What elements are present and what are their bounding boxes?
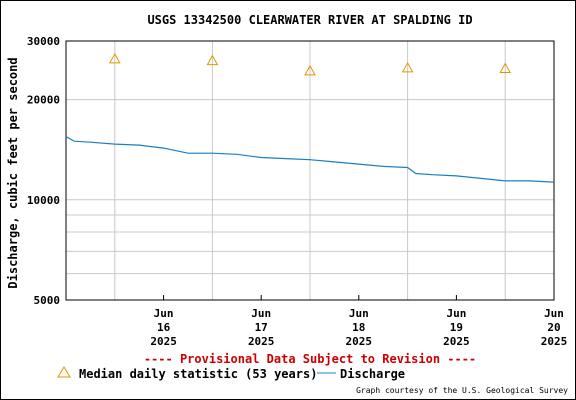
x-axis-ticks: Jun162025Jun172025Jun182025Jun192025Jun2… xyxy=(150,295,567,348)
x-tick-label: 2025 xyxy=(346,335,373,348)
legend-discharge-label: Discharge xyxy=(340,367,405,381)
x-tick-label: 19 xyxy=(450,321,463,334)
plot-border xyxy=(65,40,555,301)
x-tick-label: Jun xyxy=(251,307,271,320)
x-tick-label: 2025 xyxy=(248,335,275,348)
y-tick-label: 5000 xyxy=(34,294,61,307)
grid xyxy=(66,40,554,300)
chart-title: USGS 13342500 CLEARWATER RIVER AT SPALDI… xyxy=(147,13,472,27)
median-point-marker xyxy=(304,64,316,76)
y-tick-label: 30000 xyxy=(27,35,60,48)
y-tick-label: 20000 xyxy=(27,94,60,107)
median-point-marker xyxy=(401,61,414,73)
x-tick-label: Jun xyxy=(544,307,564,320)
y-axis-ticks: 30000 20000 10000 5000 xyxy=(27,35,60,307)
y-axis-label: Discharge, cubic feet per second xyxy=(6,57,20,288)
x-tick-label: 2025 xyxy=(443,335,470,348)
legend-median-triangle-icon xyxy=(57,366,71,378)
median-point-marker xyxy=(499,62,512,74)
x-tick-label: Jun xyxy=(349,307,369,320)
median-point-marker xyxy=(108,52,121,64)
median-point-marker xyxy=(206,54,219,66)
x-tick-label: 16 xyxy=(157,321,171,334)
x-tick-label: 2025 xyxy=(541,335,568,348)
legend-median-label: Median daily statistic (53 years) xyxy=(79,367,317,381)
legend: Median daily statistic (53 years) Discha… xyxy=(57,366,405,381)
credit-text: Graph courtesy of the U.S. Geological Su… xyxy=(356,386,568,395)
x-tick-label: Jun xyxy=(446,307,466,320)
x-tick-label: Jun xyxy=(154,307,174,320)
series-layer xyxy=(65,52,555,183)
x-tick-label: 17 xyxy=(255,321,268,334)
y-tick-label: 10000 xyxy=(27,194,60,207)
x-tick-label: 20 xyxy=(547,321,560,334)
discharge-series-line xyxy=(65,135,555,183)
provisional-notice: ---- Provisional Data Subject to Revisio… xyxy=(144,352,476,366)
x-tick-label: 2025 xyxy=(150,335,177,348)
x-tick-label: 18 xyxy=(352,321,365,334)
